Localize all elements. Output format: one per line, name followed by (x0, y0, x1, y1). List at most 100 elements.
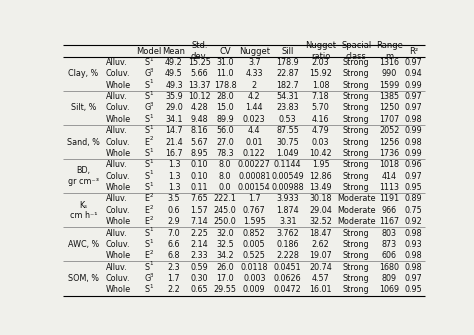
Text: 1: 1 (149, 57, 153, 62)
Text: 23.83: 23.83 (276, 104, 299, 113)
Text: 9.48: 9.48 (191, 115, 208, 124)
Text: 1256: 1256 (379, 138, 399, 146)
Text: E: E (145, 206, 150, 215)
Text: CV: CV (219, 47, 231, 56)
Text: 0.97: 0.97 (405, 274, 423, 283)
Text: 56.0: 56.0 (217, 126, 234, 135)
Text: Strong: Strong (343, 138, 370, 146)
Text: 0.98: 0.98 (405, 138, 423, 146)
Text: 2: 2 (149, 216, 153, 221)
Text: 0.98: 0.98 (405, 228, 423, 238)
Text: 1: 1 (149, 171, 153, 176)
Text: 966: 966 (382, 206, 397, 215)
Text: 0.00154: 0.00154 (238, 183, 271, 192)
Text: Strong: Strong (343, 228, 370, 238)
Text: 0.99: 0.99 (405, 149, 423, 158)
Text: 2: 2 (149, 205, 153, 210)
Text: Strong: Strong (343, 58, 370, 67)
Text: 10.12: 10.12 (188, 92, 211, 101)
Text: G: G (144, 69, 150, 78)
Text: 0.00081: 0.00081 (238, 172, 271, 181)
Text: 26.0: 26.0 (217, 263, 234, 272)
Text: 35.9: 35.9 (165, 92, 183, 101)
Text: 30.75: 30.75 (276, 138, 299, 146)
Text: 0.6: 0.6 (168, 206, 180, 215)
Text: 1: 1 (149, 261, 153, 266)
Text: 182.7: 182.7 (276, 81, 299, 90)
Text: 8.95: 8.95 (191, 149, 208, 158)
Text: 0.99: 0.99 (405, 126, 423, 135)
Text: Model: Model (137, 47, 162, 56)
Text: S: S (145, 263, 150, 272)
Text: 222.1: 222.1 (214, 194, 237, 203)
Text: 4.4: 4.4 (248, 126, 261, 135)
Text: 0.98: 0.98 (405, 115, 423, 124)
Text: 6.8: 6.8 (168, 251, 180, 260)
Text: 245.0: 245.0 (214, 206, 237, 215)
Text: 1385: 1385 (379, 92, 399, 101)
Text: 1: 1 (149, 148, 153, 153)
Text: 4.79: 4.79 (312, 126, 329, 135)
Text: Alluv.: Alluv. (106, 58, 127, 67)
Text: 54.31: 54.31 (276, 92, 299, 101)
Text: 29.04: 29.04 (309, 206, 332, 215)
Text: 87.55: 87.55 (276, 126, 299, 135)
Text: S: S (145, 58, 150, 67)
Text: 18.47: 18.47 (309, 228, 332, 238)
Text: 6.6: 6.6 (168, 240, 180, 249)
Text: 0.525: 0.525 (243, 251, 266, 260)
Text: 178.9: 178.9 (276, 58, 299, 67)
Text: 3: 3 (149, 68, 153, 73)
Text: 1191: 1191 (379, 194, 399, 203)
Text: Strong: Strong (343, 69, 370, 78)
Text: 0.0472: 0.0472 (274, 285, 301, 294)
Text: 873: 873 (382, 240, 397, 249)
Text: 8.0: 8.0 (219, 160, 231, 169)
Text: 32.52: 32.52 (309, 217, 332, 226)
Text: 0.53: 0.53 (279, 115, 297, 124)
Text: 0.003: 0.003 (243, 274, 265, 283)
Text: 2.33: 2.33 (191, 251, 208, 260)
Text: 12.86: 12.86 (309, 172, 332, 181)
Text: 78.3: 78.3 (217, 149, 234, 158)
Text: Coluv.: Coluv. (106, 69, 130, 78)
Text: 1.7: 1.7 (248, 194, 261, 203)
Text: 0.94: 0.94 (405, 69, 423, 78)
Text: 0.97: 0.97 (405, 172, 423, 181)
Text: 414: 414 (382, 172, 397, 181)
Text: Moderate: Moderate (337, 206, 375, 215)
Text: 606: 606 (382, 251, 397, 260)
Text: SOM, %: SOM, % (68, 274, 99, 283)
Text: 1: 1 (149, 79, 153, 84)
Text: S: S (145, 149, 150, 158)
Text: 1: 1 (149, 159, 153, 164)
Text: 1316: 1316 (379, 58, 399, 67)
Text: Spacial
class: Spacial class (341, 41, 371, 61)
Text: S: S (145, 115, 150, 124)
Text: E: E (145, 194, 150, 203)
Text: 2.2: 2.2 (168, 285, 180, 294)
Text: 13.37: 13.37 (188, 81, 211, 90)
Text: 0.00549: 0.00549 (271, 172, 304, 181)
Text: Coluv.: Coluv. (106, 206, 130, 215)
Text: 5.66: 5.66 (191, 69, 208, 78)
Text: Sand, %: Sand, % (67, 138, 100, 146)
Text: 0.186: 0.186 (276, 240, 299, 249)
Text: 0.10: 0.10 (191, 160, 208, 169)
Text: 0.98: 0.98 (405, 263, 423, 272)
Text: 1: 1 (149, 239, 153, 244)
Text: 34.1: 34.1 (165, 115, 182, 124)
Text: Silt, %: Silt, % (71, 104, 96, 113)
Text: S: S (145, 81, 150, 90)
Text: 3.31: 3.31 (279, 217, 296, 226)
Text: S: S (145, 285, 150, 294)
Text: 0.10: 0.10 (191, 172, 208, 181)
Text: 0.0: 0.0 (219, 183, 231, 192)
Text: E: E (145, 217, 150, 226)
Text: 2.14: 2.14 (191, 240, 208, 249)
Text: 1.57: 1.57 (191, 206, 208, 215)
Text: S: S (145, 228, 150, 238)
Text: 32.0: 32.0 (217, 228, 234, 238)
Text: 1167: 1167 (379, 217, 399, 226)
Text: 5.67: 5.67 (191, 138, 208, 146)
